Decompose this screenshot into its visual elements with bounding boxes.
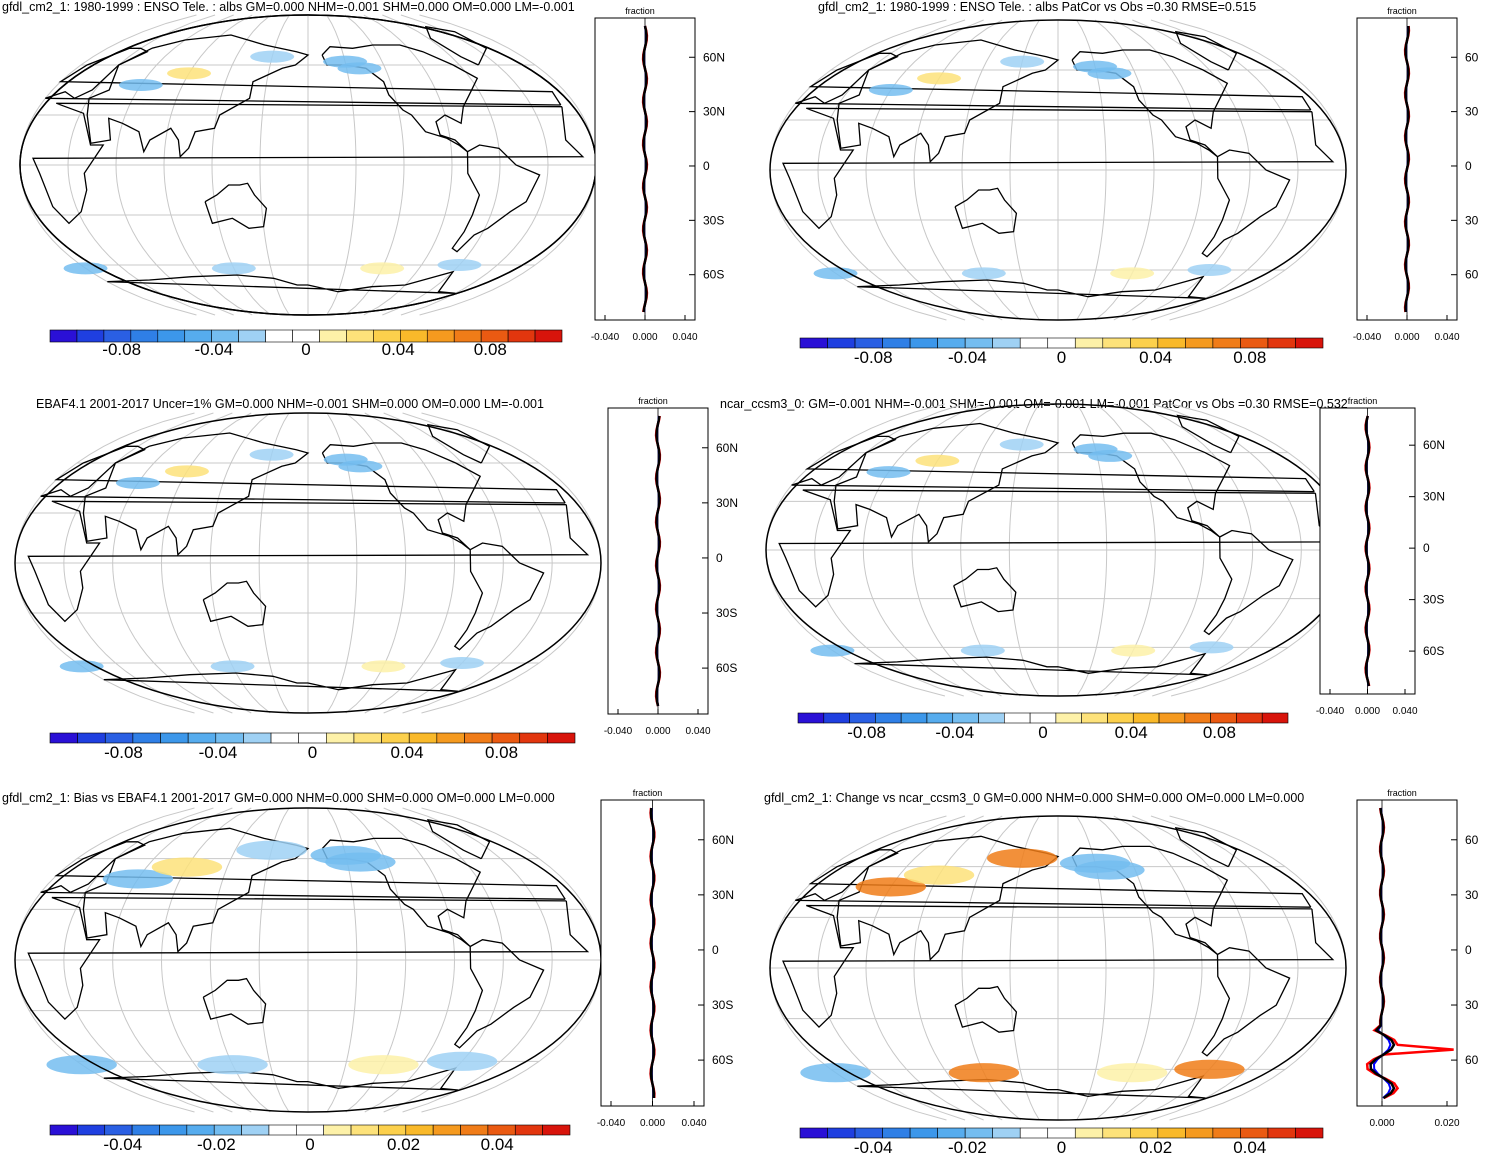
panel-gfdl-patcor: gfdl_cm2_1: 1980-1999 : ENSO Tele. : alb… xyxy=(740,0,1489,390)
panel-gfdl-enso: gfdl_cm2_1: 1980-1999 : ENSO Tele. : alb… xyxy=(0,0,720,380)
panel-title: gfdl_cm2_1: Bias vs EBAF4.1 2001-2017 GM… xyxy=(2,791,555,805)
panel-title: gfdl_cm2_1: 1980-1999 : ENSO Tele. : alb… xyxy=(2,0,575,14)
panel-ncar: ncar_ccsm3_0: GM=-0.001 NHM=-0.001 SHM=-… xyxy=(720,392,1489,777)
panel-ebaf-obs: EBAF4.1 2001-2017 Uncer=1% GM=0.000 NHM=… xyxy=(0,392,740,777)
panel-title: ncar_ccsm3_0: GM=-0.001 NHM=-0.001 SHM=-… xyxy=(720,397,1348,411)
panel-title: EBAF4.1 2001-2017 Uncer=1% GM=0.000 NHM=… xyxy=(36,397,544,411)
panel-title: gfdl_cm2_1: Change vs ncar_ccsm3_0 GM=0.… xyxy=(764,791,1305,805)
panel-change: gfdl_cm2_1: Change vs ncar_ccsm3_0 GM=0.… xyxy=(740,785,1489,1162)
panel-bias: gfdl_cm2_1: Bias vs EBAF4.1 2001-2017 GM… xyxy=(0,785,740,1162)
map xyxy=(19,14,597,316)
panel-title: gfdl_cm2_1: 1980-1999 : ENSO Tele. : alb… xyxy=(818,0,1257,14)
